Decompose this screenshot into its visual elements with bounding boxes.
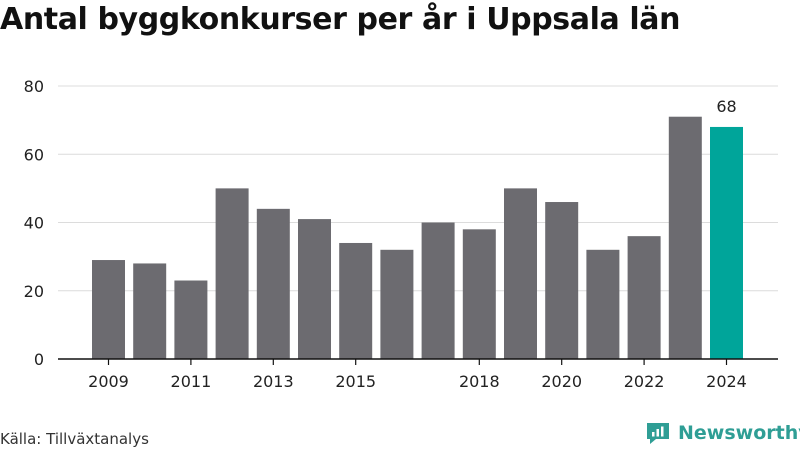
x-tick-label-2024: 2024 — [706, 372, 747, 391]
x-tick-label-2018: 2018 — [459, 372, 500, 391]
bar-2022 — [627, 236, 661, 359]
y-tick-label-60: 60 — [24, 145, 44, 164]
bar-2012 — [215, 188, 249, 359]
bars-layer — [92, 116, 743, 360]
bar-2009 — [92, 260, 125, 359]
bar-2013 — [256, 208, 290, 359]
x-tick-label-2011: 2011 — [171, 372, 212, 391]
labels-layer: 0 20 40 60 80 2009 2011 2013 2015 2018 2020 2022 202… — [24, 77, 747, 391]
y-tick-label-0: 0 — [34, 350, 44, 369]
x-tick-label-2022: 2022 — [624, 372, 665, 391]
bar-2018 — [462, 229, 496, 359]
bar-2016 — [380, 249, 414, 359]
bar-2011 — [174, 280, 208, 359]
bar-2015 — [339, 242, 373, 359]
bar-2017 — [421, 222, 455, 359]
y-tick-label-80: 80 — [24, 77, 44, 96]
newsworthy-chat-chart-icon — [647, 423, 669, 444]
bar-2023 — [668, 116, 702, 360]
bar-2019 — [504, 188, 537, 359]
brand-name: Newsworthy — [678, 422, 800, 444]
source-note: Källa: Tillväxtanalys — [0, 430, 149, 448]
chart-title: Antal byggkonkurser per år i Uppsala län — [0, 2, 681, 37]
y-tick-label-40: 40 — [24, 214, 44, 233]
x-tick-label-2020: 2020 — [541, 372, 582, 391]
bar-2010 — [133, 263, 167, 359]
bar-2024 — [710, 126, 743, 359]
x-tick-label-2013: 2013 — [253, 372, 294, 391]
data-label-2024: 68 — [716, 97, 736, 116]
x-tick-label-2015: 2015 — [335, 372, 376, 391]
axis-layer — [58, 358, 778, 365]
x-tick-label-2009: 2009 — [88, 372, 129, 391]
bar-2021 — [586, 249, 620, 359]
y-tick-label-20: 20 — [24, 282, 44, 301]
brand-logo[interactable]: Newsworthy — [645, 420, 800, 446]
bar-chart: 0 20 40 60 80 2009 2011 2013 2015 2018 2020 2022 202… — [24, 77, 778, 391]
bar-2014 — [298, 219, 331, 359]
bar-2020 — [545, 202, 579, 359]
